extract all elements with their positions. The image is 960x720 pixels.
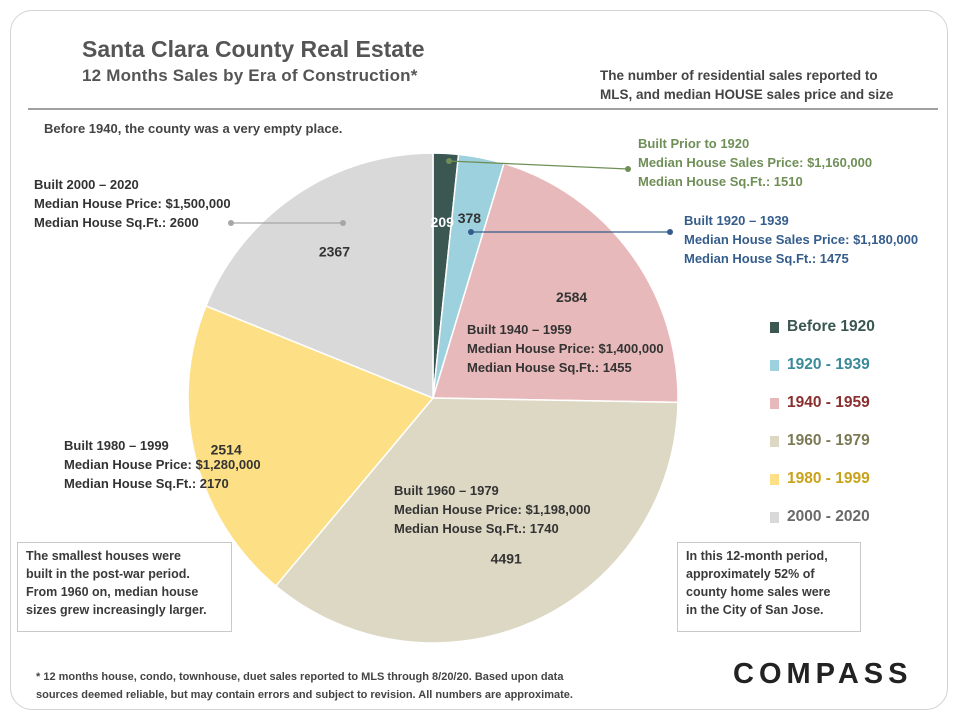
legend-item: 1940 - 1959 [770,384,875,422]
annotation-1980: Built 1980 – 1999 Median House Price: $1… [64,436,261,493]
note-line: in the City of San Jose. [686,603,824,617]
pie-slice-1940-1959 [431,162,679,404]
page-subtitle: 12 Months Sales by Era of Construction* [82,66,418,85]
footnote-line: sources deemed reliable, but may contain… [36,689,573,701]
pie-value-labels: 209 378 2584 4491 2514 2367 [211,210,588,567]
annotation-1940: Built 1940 – 1959 Median House Price: $1… [467,320,664,377]
annotation-line: Median House Sq.Ft.: 1455 [467,360,632,375]
annotation-line: Median House Price: $1,198,000 [394,502,591,517]
note-line: built in the post-war period. [26,567,190,581]
legend-swatch [770,435,779,447]
compass-logo: COMPASS [733,658,913,690]
note-line: sizes grew increasingly larger. [26,603,207,617]
annotation-line: Built 1960 – 1979 [394,483,499,498]
legend-swatch [770,321,779,333]
legend-item: 1980 - 1999 [770,460,875,498]
annotation-line: Median House Sq.Ft.: 2170 [64,476,229,491]
leader-dot-pre1920 [446,158,452,164]
header-note-line: MLS, and median HOUSE sales price and si… [600,87,894,102]
annotation-line: Built 1920 – 1939 [684,213,789,228]
annotation-1920: Built 1920 – 1939 Median House Sales Pri… [684,211,918,268]
note-line: county home sales were [686,585,831,599]
annotation-line: Median House Sq.Ft.: 1740 [394,521,559,536]
annotation-2000: Built 2000 – 2020 Median House Price: $1… [34,175,231,232]
legend-label: 2000 - 2020 [787,508,870,525]
legend-label: 1940 - 1959 [787,394,870,411]
header-divider [28,108,938,110]
annotation-1960: Built 1960 – 1979 Median House Price: $1… [394,481,591,538]
pie-slice-1960-1979 [274,397,679,644]
annotation-line: Median House Sales Price: $1,160,000 [638,155,873,170]
leader-dot-2000-end [228,220,234,226]
header-note: The number of residential sales reported… [600,66,930,104]
legend-label: 1980 - 1999 [787,470,870,487]
annotation-line: Built 1980 – 1999 [64,438,169,453]
header-note-line: The number of residential sales reported… [600,68,878,83]
page-title: Santa Clara County Real Estate [82,36,425,62]
legend-item: 1960 - 1979 [770,422,875,460]
legend-swatch [770,397,779,409]
legend-swatch [770,511,779,523]
legend-item: Before 1920 [770,308,875,346]
legend-label: Before 1920 [787,318,875,335]
annotation-line: Median House Sq.Ft.: 1510 [638,174,803,189]
annotation-line: Median House Sq.Ft.: 2600 [34,215,199,230]
note-line: approximately 52% of [686,567,815,581]
footnote: * 12 months house, condo, townhouse, due… [36,668,656,704]
pie-value-label: 4491 [491,550,522,566]
chart-legend: Before 1920 1920 - 1939 1940 - 1959 1960… [770,308,875,536]
legend-item: 2000 - 2020 [770,498,875,536]
pie-value-label: 209 [431,214,455,230]
annotation-pre1920: Built Prior to 1920 Median House Sales P… [638,134,872,191]
annotation-line: Built 2000 – 2020 [34,177,139,192]
pie-value-label: 2584 [556,289,587,305]
annotation-line: Median House Price: $1,500,000 [34,196,231,211]
slide-frame [10,10,948,710]
note-box-left: The smallest houses were built in the po… [17,542,232,632]
pie-value-label: 2367 [319,244,350,260]
pie-slice-1980-1999 [187,304,435,587]
note-line: The smallest houses were [26,549,181,563]
footnote-line: * 12 months house, condo, townhouse, due… [36,671,564,683]
legend-swatch [770,473,779,485]
note-1940: Before 1940, the county was a very empty… [44,121,343,136]
note-line: From 1960 on, median house [26,585,199,599]
annotation-line: Median House Price: $1,400,000 [467,341,664,356]
leader-line-pre1920 [448,160,629,170]
note-line: In this 12-month period, [686,549,828,563]
leader-dot-1920 [468,229,474,235]
legend-item: 1920 - 1939 [770,346,875,384]
annotation-line: Median House Sq.Ft.: 1475 [684,251,849,266]
pie-slices [187,152,679,644]
pie-slice-2000-2020 [204,152,434,400]
annotation-line: Median House Sales Price: $1,180,000 [684,232,919,247]
leader-lines [228,158,673,235]
legend-label: 1960 - 1979 [787,432,870,449]
annotation-line: Median House Price: $1,280,000 [64,457,261,472]
annotation-line: Built Prior to 1920 [638,136,750,151]
leader-dot-1920-end [667,229,673,235]
note-box-right: In this 12-month period, approximately 5… [677,542,861,632]
annotation-line: Built 1940 – 1959 [467,322,572,337]
leader-dot-pre1920-end [625,166,631,172]
leader-dot-2000 [340,220,346,226]
legend-label: 1920 - 1939 [787,356,870,373]
pie-value-label: 2514 [211,442,242,458]
pie-value-label: 378 [458,210,482,226]
legend-swatch [770,359,779,371]
